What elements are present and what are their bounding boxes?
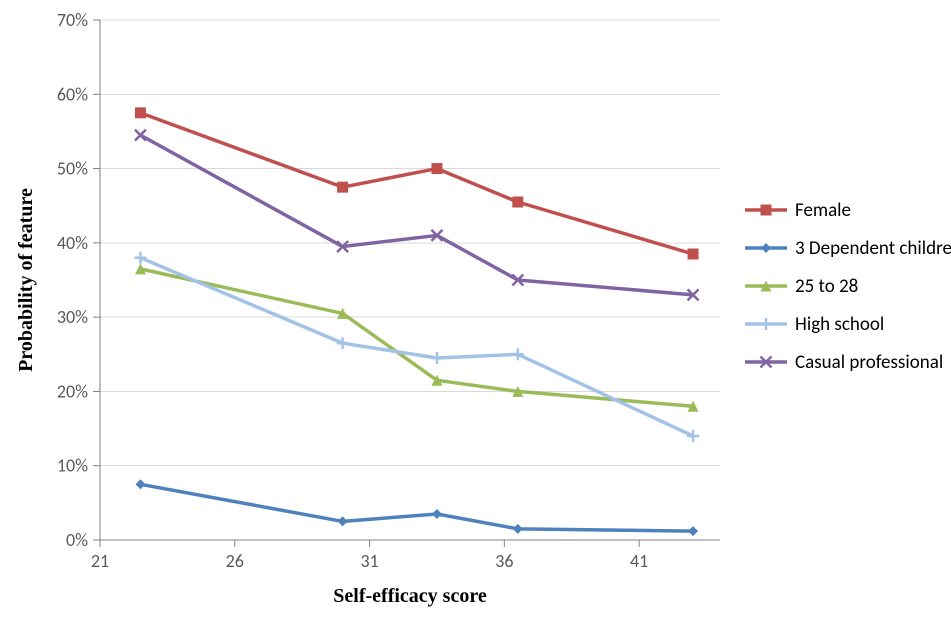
svg-text:41: 41 <box>630 550 648 572</box>
legend-label: 25 to 28 <box>795 275 858 298</box>
svg-text:26: 26 <box>226 550 244 572</box>
svg-text:21: 21 <box>91 550 109 572</box>
svg-text:31: 31 <box>360 550 378 572</box>
legend-label: Female <box>795 199 851 222</box>
legend-label: Casual professional <box>795 351 943 374</box>
svg-text:0%: 0% <box>66 529 88 551</box>
svg-text:60%: 60% <box>57 83 88 105</box>
y-axis-title: Probability of feature <box>15 188 37 372</box>
line-chart: 21 26 31 36 41 0% 10% 20% 30% 40% 50% 60% 70% Self-ef… <box>0 0 951 629</box>
x-axis-title: Self-efficacy score <box>333 585 487 607</box>
svg-text:40%: 40% <box>57 232 88 254</box>
svg-text:70%: 70% <box>57 9 88 31</box>
legend-label: High school <box>795 313 884 336</box>
svg-text:20%: 20% <box>57 380 88 402</box>
svg-text:10%: 10% <box>57 455 88 477</box>
svg-text:50%: 50% <box>57 158 88 180</box>
svg-text:30%: 30% <box>57 306 88 328</box>
legend-label: 3 Dependent children <box>795 237 951 260</box>
svg-text:36: 36 <box>495 550 513 572</box>
